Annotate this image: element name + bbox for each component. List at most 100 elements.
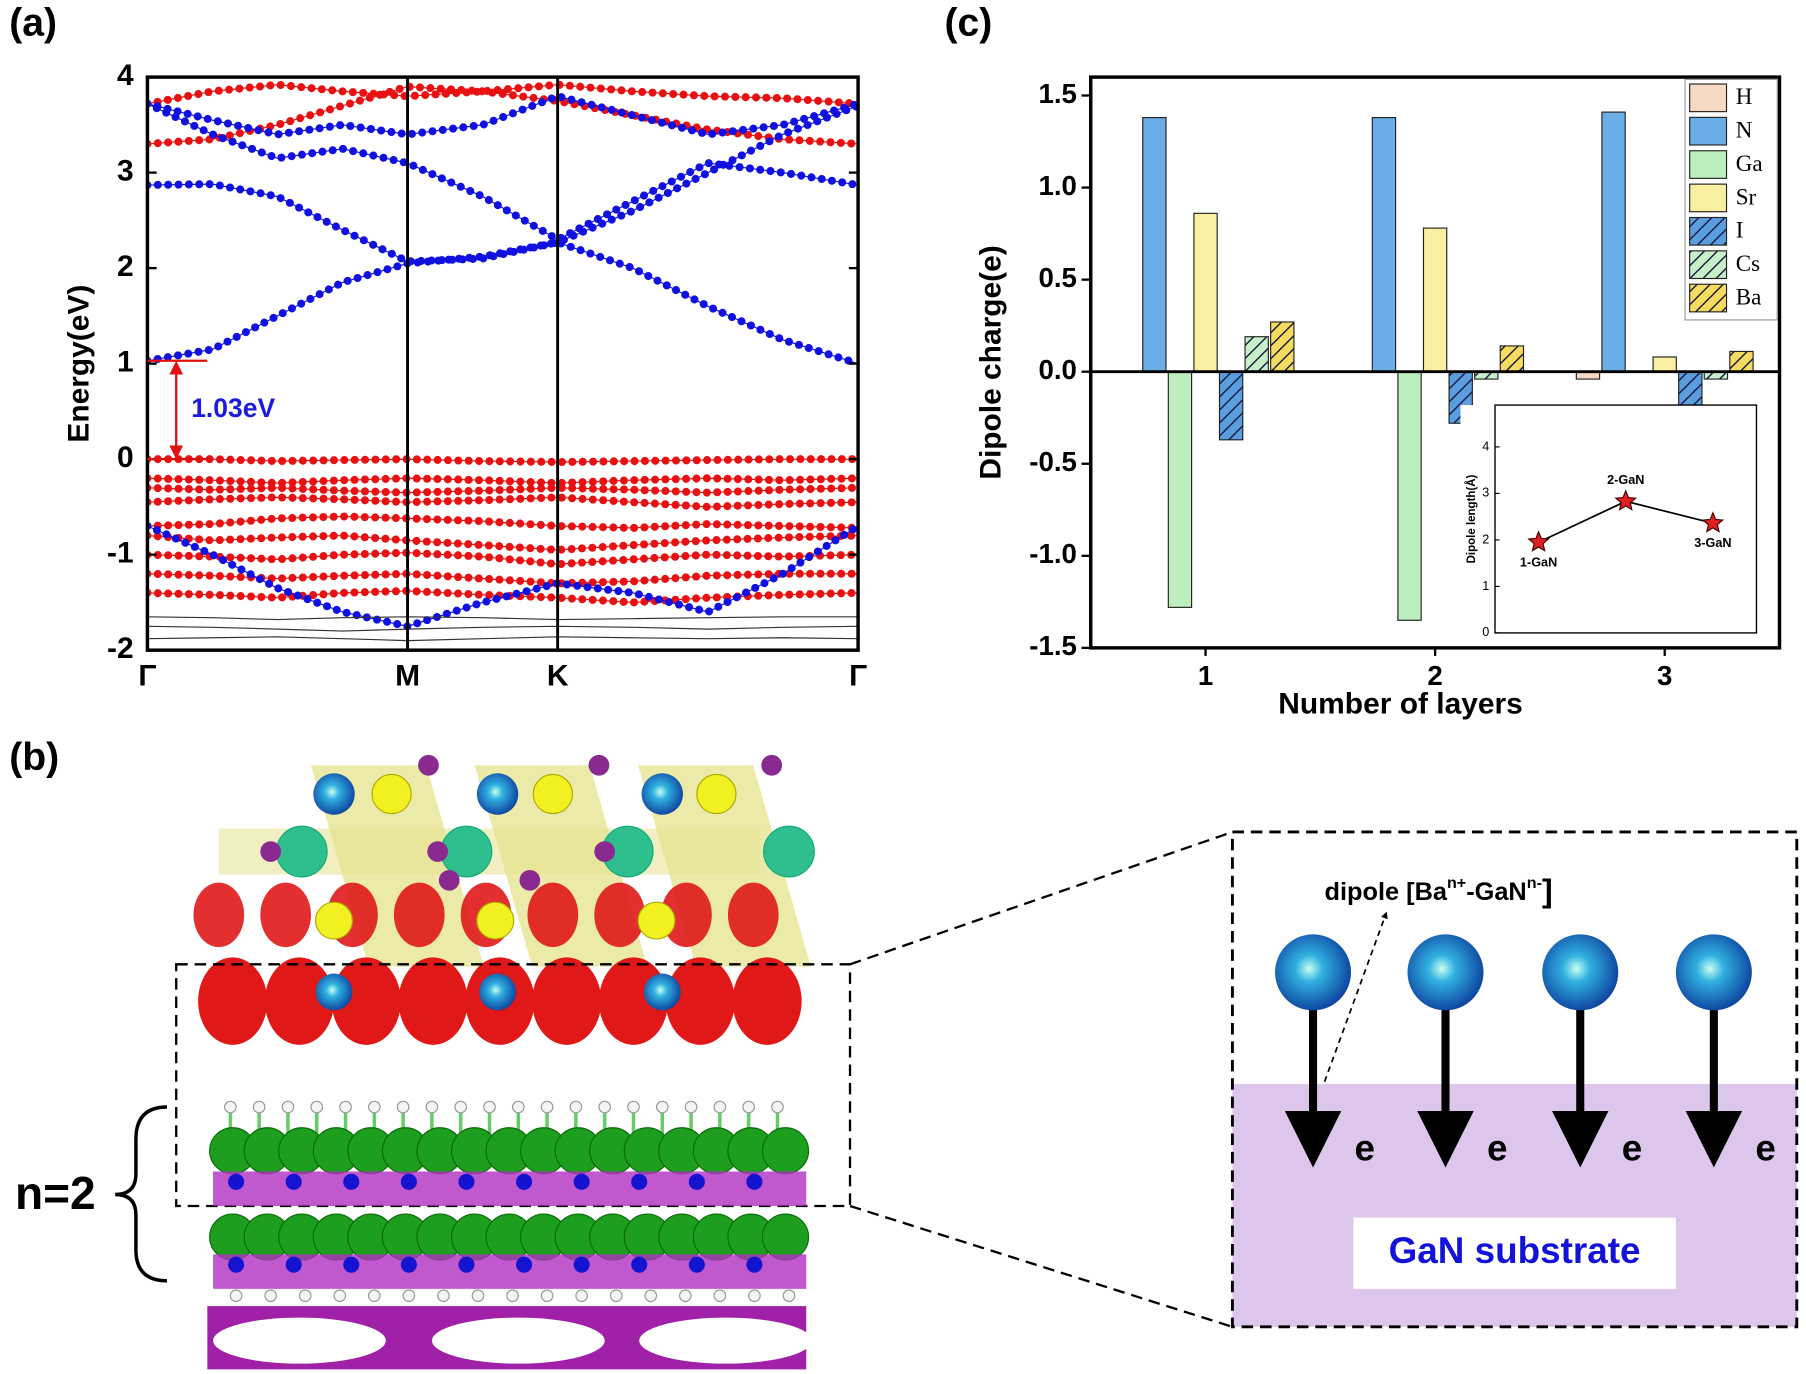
band-line <box>147 625 859 632</box>
atom-i <box>260 841 282 862</box>
atom-h <box>771 1100 784 1114</box>
y-tick-label: 0.0 <box>1038 354 1076 385</box>
y-tick-label: 1 <box>117 346 134 379</box>
atom-h <box>281 1100 295 1114</box>
atom-h <box>655 1100 669 1114</box>
atom-h <box>540 1289 554 1303</box>
y-tick-label: 4 <box>117 59 134 92</box>
charge-blob <box>661 882 712 948</box>
charge-blob <box>193 882 245 948</box>
legend-label: Ga <box>1736 150 1763 176</box>
atom-h <box>569 1100 583 1114</box>
atom-i <box>427 841 449 862</box>
legend-label: H <box>1736 83 1753 109</box>
dipole-label-part: n- <box>1527 874 1542 892</box>
atom-ga <box>761 1213 810 1261</box>
atom-h <box>333 1289 347 1303</box>
band-line <box>147 241 859 365</box>
atom-ba <box>315 973 353 1011</box>
atom-h <box>782 1289 796 1303</box>
charge-blob <box>260 882 311 948</box>
dipole-label: dipole [Ban+-GaNn-] <box>1325 873 1553 909</box>
diagram: n=2 GaN substrate e e e e dipole [Ban+-GaNn-] <box>15 754 1799 1370</box>
atom-h <box>454 1100 468 1114</box>
band-dots <box>147 238 859 368</box>
band-dots <box>147 483 859 497</box>
atom-h <box>609 1289 623 1303</box>
bar <box>1167 371 1193 608</box>
atom-h <box>644 1289 658 1303</box>
point-label: 1-GaN <box>1520 555 1557 569</box>
legend-swatch <box>1689 116 1728 146</box>
atom-n <box>573 1173 590 1190</box>
void <box>639 1317 813 1364</box>
panel-label: (c) <box>944 2 992 45</box>
atom-h <box>575 1289 588 1303</box>
x-tick-label: Γ <box>138 660 156 693</box>
atom-h <box>748 1289 761 1303</box>
bar <box>1193 212 1218 373</box>
atom-sr <box>637 901 676 940</box>
charge-layer <box>213 1171 807 1206</box>
band-dots <box>147 548 859 569</box>
bar <box>1601 111 1626 373</box>
atom-h <box>713 1100 727 1114</box>
y-tick-label: -0.5 <box>1029 446 1077 477</box>
atom-n <box>516 1256 533 1273</box>
atom-h <box>367 1289 381 1303</box>
atom-sr <box>476 901 515 940</box>
atom-h <box>224 1100 237 1114</box>
inset-frame <box>1494 404 1758 634</box>
atom-n <box>746 1173 763 1190</box>
y-tick-label: 3 <box>117 155 134 188</box>
bar <box>1422 227 1448 373</box>
charge-blob <box>727 882 779 948</box>
legend-swatch <box>1689 183 1728 213</box>
legend-label: N <box>1736 117 1753 143</box>
atom-n <box>688 1256 705 1273</box>
atom-n <box>516 1173 533 1190</box>
legend-label: Sr <box>1736 183 1757 209</box>
electron-label: e <box>1755 1127 1775 1168</box>
legend-swatch <box>1689 150 1728 179</box>
charge-blob <box>198 957 268 1045</box>
atom-h <box>264 1289 278 1303</box>
electron-label: e <box>1355 1127 1375 1168</box>
y-axis-label: Dipole length(Å) <box>1465 474 1478 563</box>
atom-i <box>438 869 460 891</box>
legend-swatch <box>1689 250 1728 280</box>
bar <box>1397 371 1422 621</box>
zoom-line <box>849 1204 1233 1328</box>
legend-label: Cs <box>1736 250 1760 276</box>
y-tick-label: -2 <box>107 632 134 665</box>
dipole-label-part: dipole [Ba <box>1325 878 1448 906</box>
atom-n <box>285 1256 302 1273</box>
band-dots <box>147 474 859 488</box>
atom-ba <box>313 773 355 815</box>
band-dots <box>147 91 859 139</box>
plot-frame <box>145 75 860 652</box>
dipole-label-part: n+ <box>1447 874 1466 892</box>
atom-n <box>688 1173 705 1190</box>
dipole-box <box>175 963 852 1208</box>
atom-h <box>471 1289 485 1303</box>
band-line <box>147 534 859 551</box>
charge-blob <box>527 882 579 948</box>
charge-blob <box>393 882 445 948</box>
x-tick-label: 3 <box>1657 660 1672 691</box>
inset-background <box>1460 405 1757 633</box>
atom-n <box>746 1256 763 1273</box>
y-tick-label: 0.5 <box>1038 262 1076 293</box>
band-dots <box>147 80 859 108</box>
atom-h <box>367 1100 381 1114</box>
bar <box>1652 356 1677 373</box>
charge-blob <box>398 957 468 1045</box>
legend-swatch <box>1689 283 1728 313</box>
atom-n <box>631 1173 648 1190</box>
ba-ion <box>1275 934 1352 1011</box>
bar <box>1244 336 1269 373</box>
atom-ga <box>761 1127 810 1175</box>
atom-n <box>228 1173 245 1190</box>
y-axis-label: Energy(eV) <box>63 285 96 443</box>
